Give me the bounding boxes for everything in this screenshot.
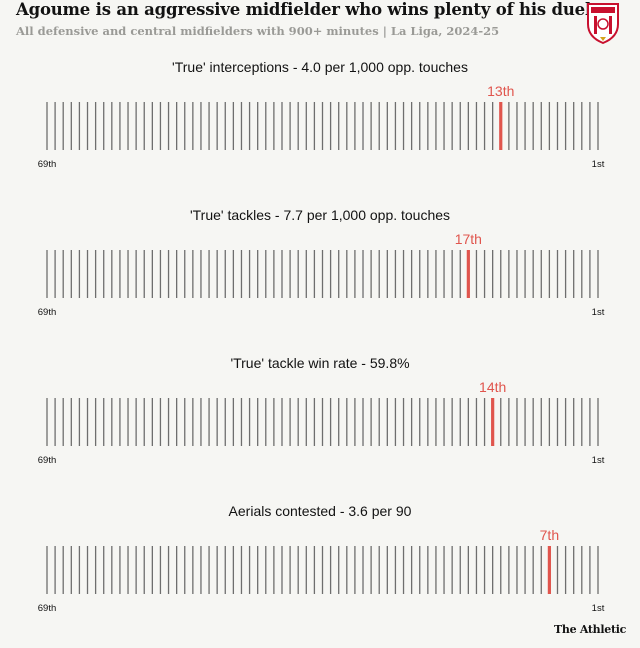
axis-label-left: 69th	[38, 307, 57, 318]
rank-label: 13th	[487, 83, 514, 99]
axis-label-right: 1st	[592, 307, 605, 318]
rank-label: 7th	[540, 527, 559, 543]
axis-label-right: 1st	[592, 455, 605, 466]
brand-logo: The Athletic	[554, 623, 626, 636]
panel-title: Aerials contested - 3.6 per 90	[229, 503, 412, 519]
panel-title: 'True' interceptions - 4.0 per 1,000 opp…	[172, 59, 468, 75]
axis-label-right: 1st	[592, 603, 605, 614]
rank-label: 17th	[455, 231, 482, 247]
axis-label-left: 69th	[38, 603, 57, 614]
sevilla-fc-crest-icon	[587, 3, 619, 44]
chart-title: Agoume is an aggressive midfielder who w…	[16, 0, 601, 19]
chart-subtitle: All defensive and central midfielders wi…	[16, 24, 500, 38]
panel-title: 'True' tackle win rate - 59.8%	[230, 355, 409, 371]
axis-label-left: 69th	[38, 455, 57, 466]
panel-title: 'True' tackles - 7.7 per 1,000 opp. touc…	[190, 207, 450, 223]
axis-label-right: 1st	[592, 159, 605, 170]
rank-label: 14th	[479, 379, 506, 395]
axis-label-left: 69th	[38, 159, 57, 170]
